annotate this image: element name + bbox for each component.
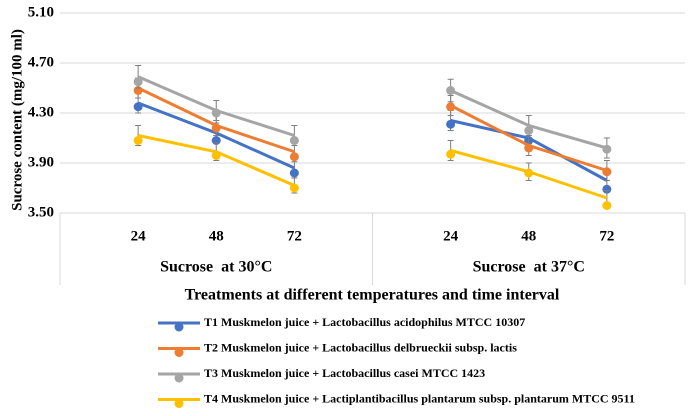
group-label: Sucrose at 37°C [473,259,585,276]
legend-marker [174,348,184,357]
marker [602,201,612,210]
marker [602,184,612,194]
legend-label: T4 Muskmelon juice + Lactiplantibacillus… [204,391,635,405]
marker [289,183,299,193]
marker [289,152,299,162]
x-tick-label: 48 [209,228,224,244]
series-line [450,89,608,150]
x-tick-label: 48 [521,228,536,244]
marker [524,126,534,135]
legend-marker [174,373,184,383]
x-axis-title: Treatments at different temperatures and… [185,287,560,304]
legend-label: T2 Muskmelon juice + Lactobacillus delbr… [204,340,517,354]
y-tick-label: 4.70 [28,54,54,70]
y-axis-title: Sucrose content (mg/100 ml) [9,29,25,211]
marker [211,123,221,133]
x-tick-label: 24 [131,228,147,244]
marker [446,102,456,112]
marker [446,149,456,159]
x-tick-label: 24 [443,228,459,244]
group-label: Sucrose at 30°C [160,259,272,276]
marker [524,168,534,178]
marker [602,144,612,154]
x-tick-label: 72 [599,228,614,244]
y-tick-label: 4.30 [28,104,54,120]
marker [133,102,143,112]
marker [446,119,456,129]
marker [524,143,534,153]
legend-label: T3 Muskmelon juice + Lactobacillus casei… [204,366,485,380]
legend-marker [174,322,184,332]
marker [133,136,143,145]
y-tick-label: 3.50 [28,204,54,220]
y-tick-label: 3.90 [28,154,54,170]
legend-marker [174,399,184,408]
marker [211,151,221,160]
marker [289,136,299,145]
marker [602,167,612,177]
legend-label: T1 Muskmelon juice + Lactobacillus acido… [204,315,525,329]
marker [289,168,299,178]
y-tick-label: 5.10 [28,4,54,20]
marker [133,77,143,87]
marker [211,108,221,118]
marker [446,86,456,95]
x-tick-label: 72 [287,228,302,244]
